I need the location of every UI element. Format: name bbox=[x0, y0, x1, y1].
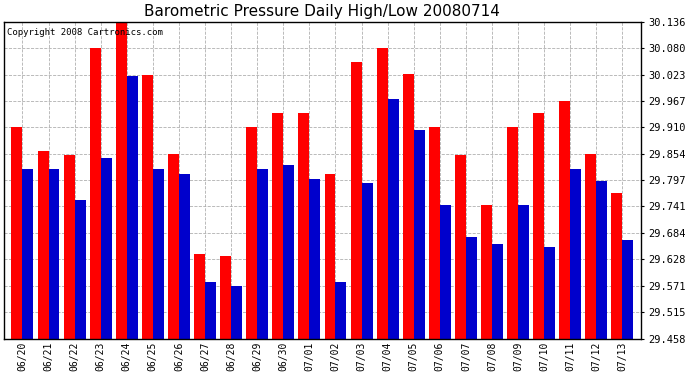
Bar bbox=[142, 75, 153, 339]
Bar bbox=[560, 101, 570, 339]
Bar bbox=[362, 183, 373, 339]
Bar bbox=[324, 174, 335, 339]
Bar bbox=[246, 128, 257, 339]
Bar bbox=[116, 22, 127, 339]
Bar bbox=[377, 48, 388, 339]
Bar bbox=[492, 244, 503, 339]
Bar bbox=[309, 179, 320, 339]
Bar bbox=[12, 128, 23, 339]
Bar bbox=[622, 240, 633, 339]
Bar bbox=[257, 170, 268, 339]
Title: Barometric Pressure Daily High/Low 20080714: Barometric Pressure Daily High/Low 20080… bbox=[144, 4, 500, 19]
Bar bbox=[48, 170, 59, 339]
Bar bbox=[194, 254, 205, 339]
Bar bbox=[299, 113, 309, 339]
Bar bbox=[544, 247, 555, 339]
Bar bbox=[570, 170, 581, 339]
Bar bbox=[23, 170, 33, 339]
Bar bbox=[335, 282, 346, 339]
Bar bbox=[90, 48, 101, 339]
Bar bbox=[168, 153, 179, 339]
Bar bbox=[63, 155, 75, 339]
Bar bbox=[220, 256, 231, 339]
Bar bbox=[507, 128, 518, 339]
Bar bbox=[429, 128, 440, 339]
Text: Copyright 2008 Cartronics.com: Copyright 2008 Cartronics.com bbox=[8, 28, 164, 37]
Bar bbox=[481, 204, 492, 339]
Bar bbox=[403, 74, 414, 339]
Bar bbox=[179, 174, 190, 339]
Bar bbox=[284, 165, 294, 339]
Bar bbox=[101, 158, 112, 339]
Bar bbox=[205, 282, 216, 339]
Bar bbox=[466, 237, 477, 339]
Bar bbox=[231, 286, 242, 339]
Bar bbox=[596, 181, 607, 339]
Bar bbox=[127, 76, 138, 339]
Bar bbox=[351, 62, 362, 339]
Bar bbox=[414, 130, 424, 339]
Bar bbox=[75, 200, 86, 339]
Bar bbox=[37, 151, 48, 339]
Bar bbox=[273, 113, 284, 339]
Bar bbox=[388, 99, 399, 339]
Bar bbox=[153, 170, 164, 339]
Bar bbox=[533, 113, 544, 339]
Bar bbox=[611, 193, 622, 339]
Bar bbox=[440, 204, 451, 339]
Bar bbox=[455, 155, 466, 339]
Bar bbox=[585, 153, 596, 339]
Bar bbox=[518, 204, 529, 339]
